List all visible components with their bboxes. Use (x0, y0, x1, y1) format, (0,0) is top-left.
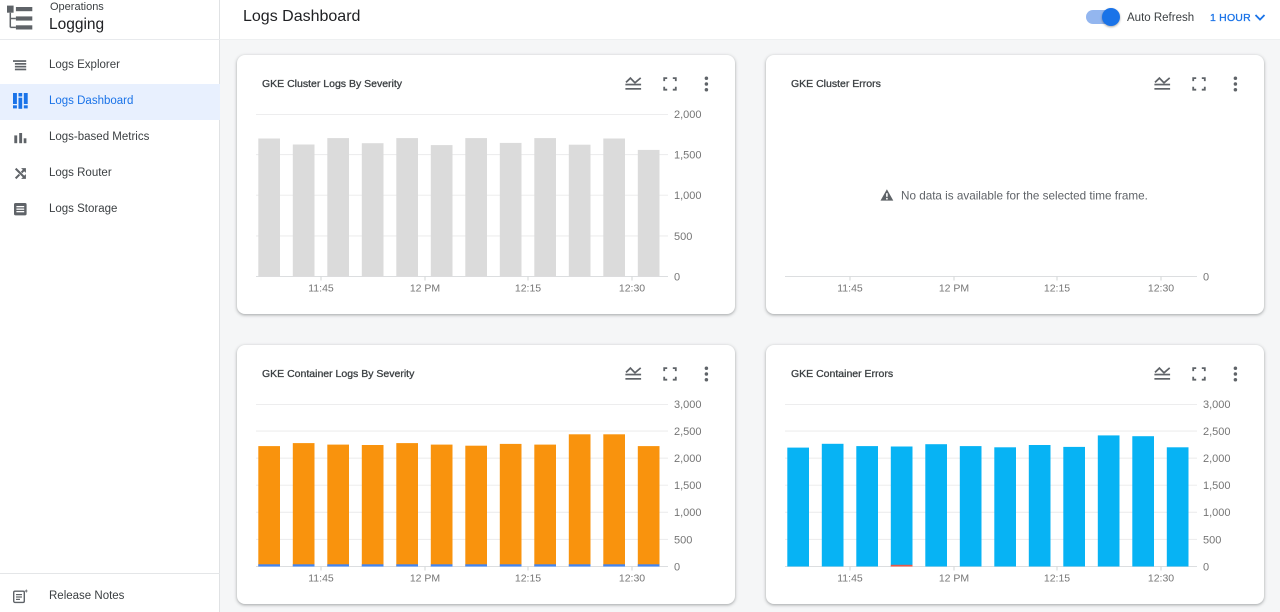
svg-text:12:30: 12:30 (1148, 572, 1174, 584)
svg-text:12:30: 12:30 (619, 572, 645, 584)
svg-text:2,000: 2,000 (1203, 453, 1231, 465)
svg-text:12 PM: 12 PM (410, 282, 440, 294)
svg-text:12:15: 12:15 (1044, 572, 1070, 584)
svg-text:1,500: 1,500 (1203, 480, 1231, 492)
svg-text:0: 0 (1203, 271, 1209, 283)
svg-text:1,000: 1,000 (674, 190, 702, 202)
svg-text:500: 500 (674, 231, 692, 243)
svg-text:12 PM: 12 PM (939, 572, 969, 584)
svg-text:12:30: 12:30 (1148, 282, 1174, 294)
svg-text:2,500: 2,500 (674, 426, 702, 438)
svg-text:2,000: 2,000 (674, 453, 702, 465)
svg-text:1,000: 1,000 (674, 507, 702, 519)
svg-text:12 PM: 12 PM (939, 282, 969, 294)
svg-text:11:45: 11:45 (837, 572, 863, 584)
svg-text:0: 0 (1203, 561, 1209, 573)
svg-text:1,500: 1,500 (674, 150, 702, 162)
svg-text:11:45: 11:45 (308, 572, 334, 584)
svg-text:500: 500 (674, 534, 692, 546)
svg-text:12:30: 12:30 (619, 282, 645, 294)
svg-text:11:45: 11:45 (308, 282, 334, 294)
svg-text:12:15: 12:15 (1044, 282, 1070, 294)
svg-text:12:15: 12:15 (515, 572, 541, 584)
svg-text:3,000: 3,000 (1203, 399, 1231, 411)
svg-text:No data is available for the s: No data is available for the selected ti… (901, 189, 1148, 202)
svg-text:0: 0 (674, 561, 680, 573)
svg-text:2,000: 2,000 (674, 109, 702, 121)
svg-text:0: 0 (674, 271, 680, 283)
svg-text:1,000: 1,000 (1203, 507, 1231, 519)
svg-text:12:15: 12:15 (515, 282, 541, 294)
svg-text:1,500: 1,500 (674, 480, 702, 492)
svg-text:11:45: 11:45 (837, 282, 863, 294)
svg-text:500: 500 (1203, 534, 1221, 546)
svg-text:2,500: 2,500 (1203, 426, 1231, 438)
svg-text:3,000: 3,000 (674, 399, 702, 411)
svg-text:12 PM: 12 PM (410, 572, 440, 584)
